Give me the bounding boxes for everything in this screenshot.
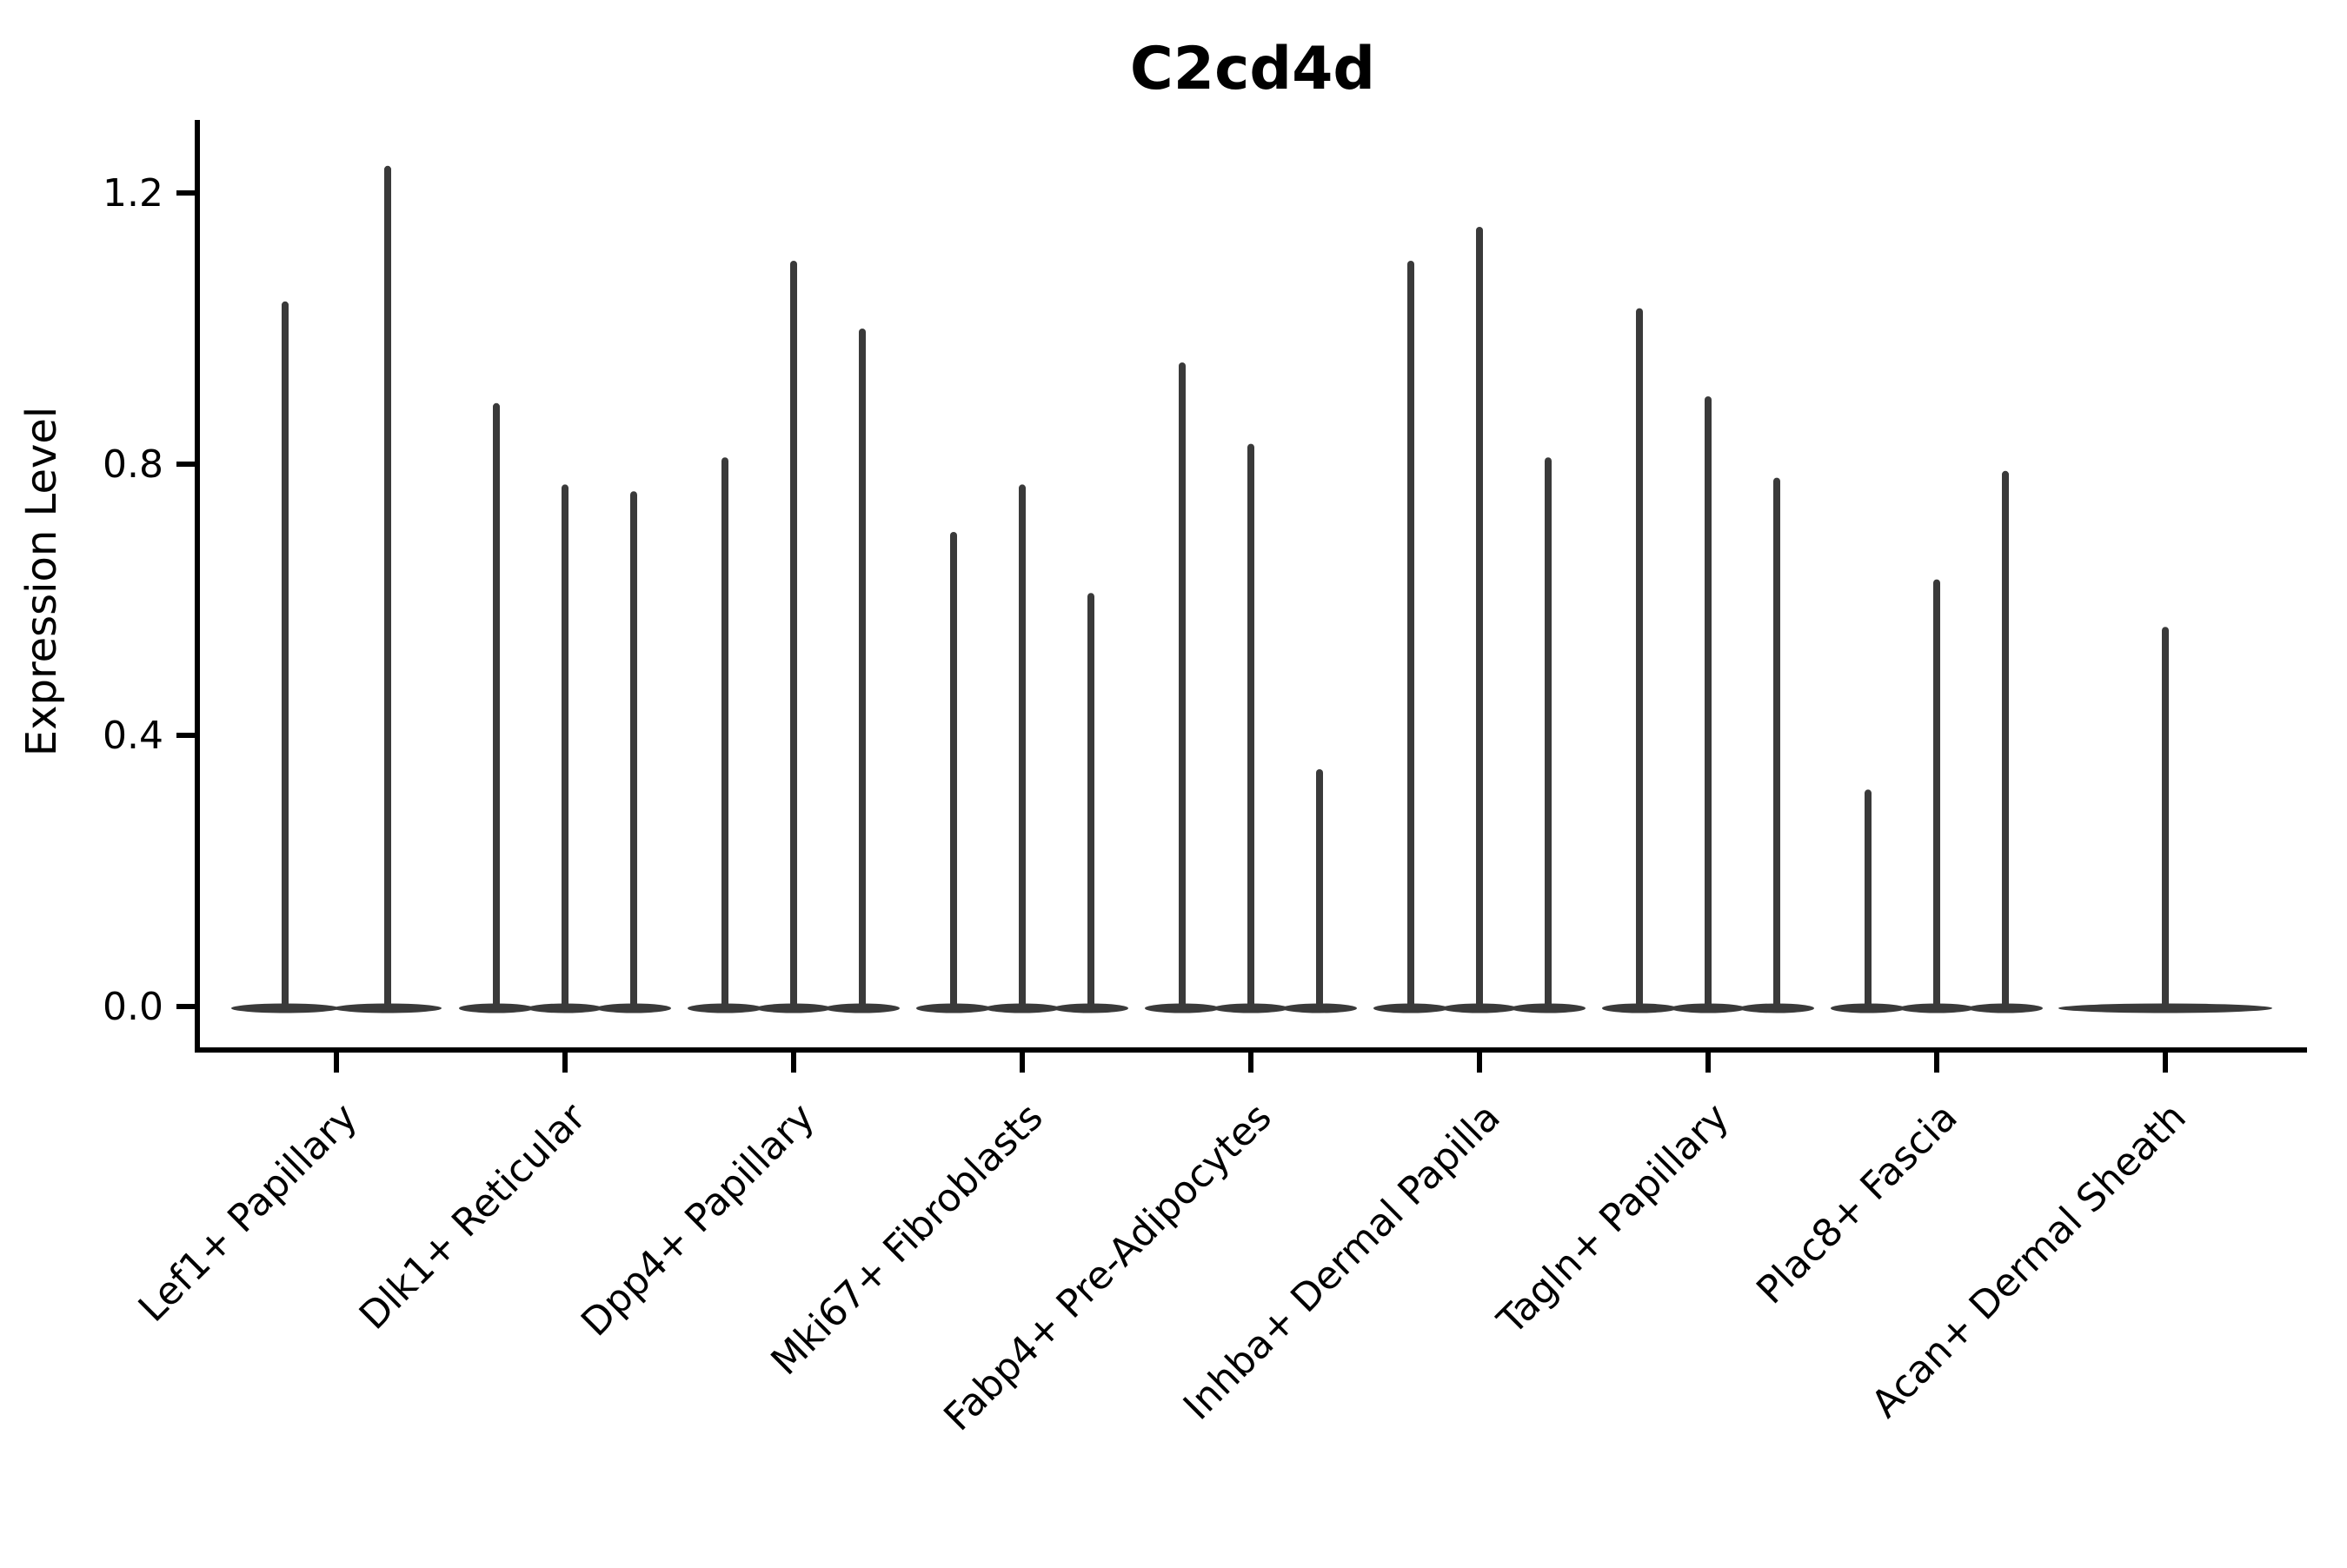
x-category-label: Dpp4+ Papillary [573,1095,823,1345]
y-tick-label: 0.4 [103,714,163,758]
plot-title: C2cd4d [1130,35,1375,103]
x-category-label: Dlk1+ Reticular [351,1094,595,1339]
x-category-label: Plac8+ Fascia [1748,1095,1966,1313]
y-tick-label: 0.0 [103,985,163,1029]
y-tick-label: 1.2 [103,171,163,216]
y-tick-label: 0.8 [103,442,163,487]
x-category-label: Lef1+ Papillary [130,1095,366,1331]
y-axis-ticks: 0.0 0.4 0.8 1.2 [103,171,196,1029]
violin-series [231,165,2272,1013]
x-category-label: Tagln+ Papillary [1489,1095,1738,1344]
y-axis-label: Expression Level [17,407,66,757]
